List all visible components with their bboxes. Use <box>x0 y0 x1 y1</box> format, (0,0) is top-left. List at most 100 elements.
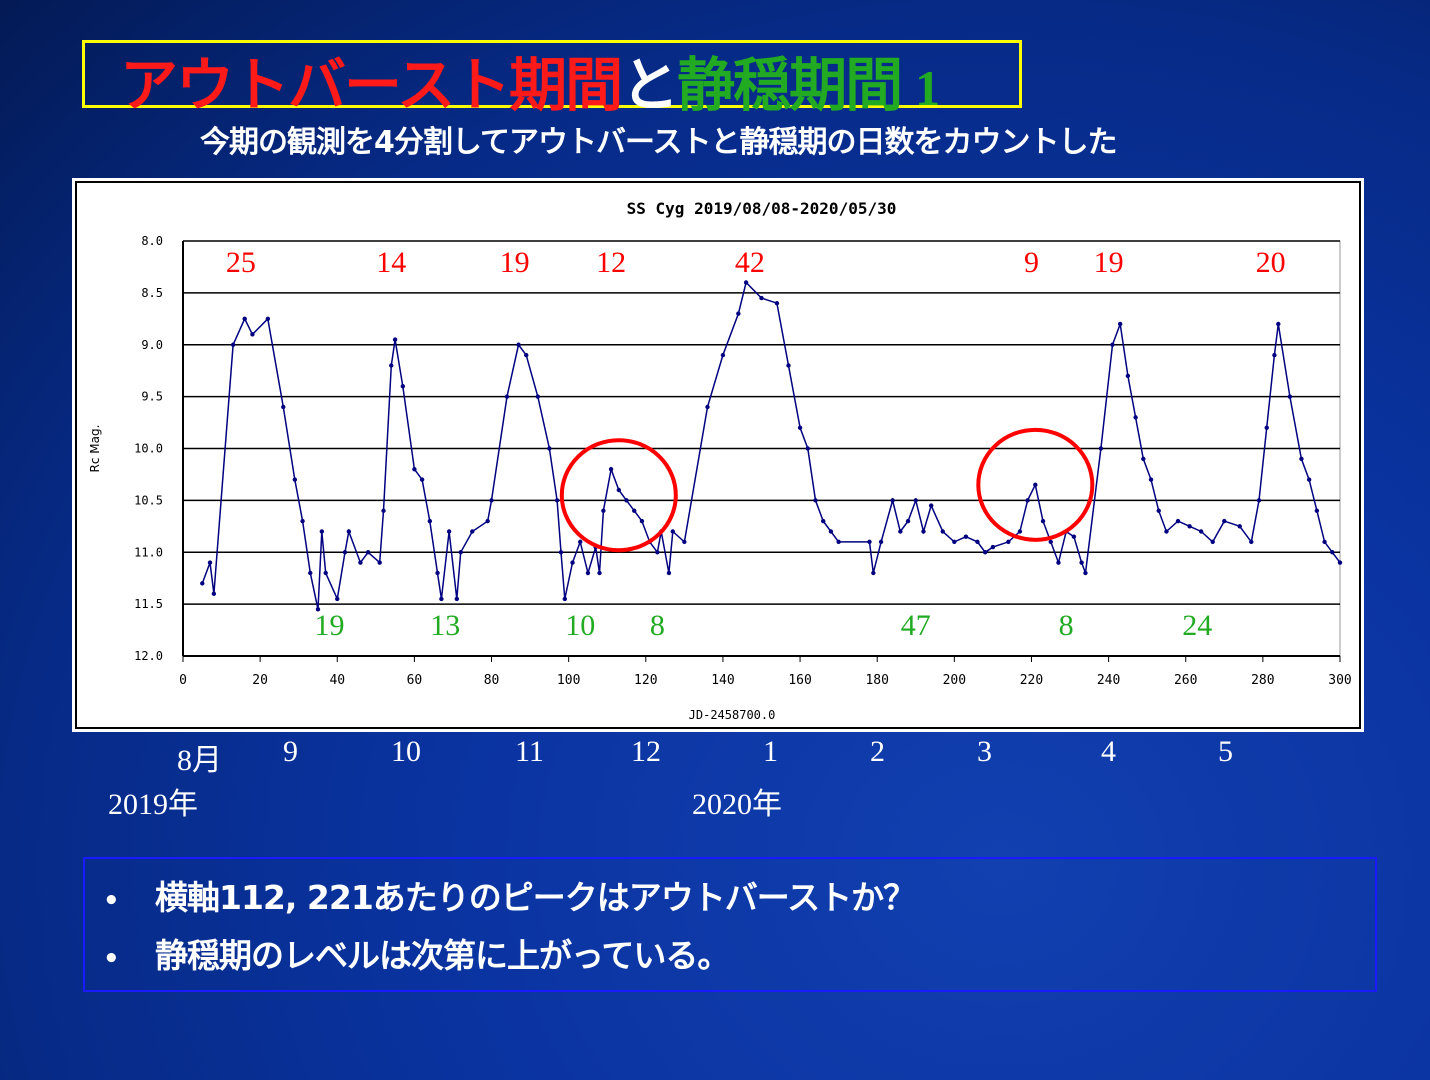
data-point <box>682 539 687 545</box>
data-point <box>489 498 494 503</box>
title-number: 1 <box>915 60 940 116</box>
note-item: • 横軸112, 221あたりのピークはアウトバーストか？ <box>103 871 916 919</box>
data-point <box>1264 425 1269 430</box>
month-label: 10 <box>391 735 421 768</box>
y-tick-label: 11.0 <box>134 545 163 559</box>
data-point <box>335 596 340 602</box>
x-tick-label: 120 <box>634 673 657 688</box>
data-point <box>558 550 564 555</box>
data-point <box>439 596 444 602</box>
data-point <box>1187 524 1192 529</box>
outburst-days-label: 12 <box>596 246 626 279</box>
data-point <box>878 539 884 545</box>
data-point <box>1306 477 1312 482</box>
data-point <box>1125 373 1131 379</box>
data-point <box>1141 456 1146 462</box>
notes-box: • 横軸112, 221あたりのピークはアウトバーストか？ • 静穏期のレベルは次第… <box>83 857 1377 992</box>
data-point <box>211 591 217 596</box>
data-point <box>867 539 872 545</box>
outburst-days-label: 14 <box>376 246 406 279</box>
data-point <box>547 446 552 451</box>
light-curve-line <box>201 281 1341 610</box>
data-point <box>890 498 895 503</box>
month-label: 9 <box>283 735 298 768</box>
data-point <box>342 550 348 555</box>
data-point <box>470 529 475 534</box>
year-label: 2020年 <box>692 788 782 821</box>
data-point <box>928 503 934 508</box>
data-point <box>982 550 988 555</box>
quiescent-days-label: 10 <box>565 609 595 642</box>
data-point <box>597 570 602 576</box>
data-point <box>1299 456 1304 462</box>
data-point <box>578 539 583 545</box>
year-label: 2019年 <box>108 788 198 821</box>
data-point <box>570 560 575 565</box>
data-point <box>1156 508 1161 513</box>
data-point <box>412 467 417 472</box>
x-tick-label: 240 <box>1097 673 1120 688</box>
y-tick-label: 10.5 <box>134 493 163 507</box>
data-point <box>585 570 591 576</box>
data-point <box>323 570 328 576</box>
data-point <box>1017 529 1023 534</box>
highlight-circle <box>976 427 1095 542</box>
data-point <box>504 394 510 399</box>
data-point <box>655 550 660 555</box>
bullet: • <box>103 886 120 916</box>
data-point <box>670 529 675 534</box>
data-point <box>705 404 710 410</box>
data-point <box>400 384 406 389</box>
data-point <box>836 539 841 545</box>
data-point <box>990 544 996 550</box>
data-point <box>921 529 926 534</box>
data-point <box>1110 342 1115 347</box>
data-point <box>759 295 764 301</box>
data-point <box>743 280 749 285</box>
slide-subtitle: 今期の観測を4分割してアウトバーストと静穏期の日数をカウントした <box>200 125 1117 160</box>
data-point <box>632 508 637 513</box>
data-point <box>786 363 791 368</box>
data-point <box>535 394 541 399</box>
data-point <box>485 518 490 524</box>
data-point <box>1040 518 1046 524</box>
data-point <box>1198 529 1204 534</box>
y-tick-label: 12.0 <box>134 649 163 663</box>
data-point <box>1025 498 1030 503</box>
data-point <box>720 352 726 358</box>
data-point <box>516 342 521 347</box>
data-point <box>1287 394 1293 399</box>
month-label: 1 <box>763 735 778 768</box>
data-point <box>898 529 903 534</box>
data-point <box>828 529 834 534</box>
x-tick-label: 20 <box>252 673 268 688</box>
data-point <box>389 363 394 368</box>
data-point <box>871 570 876 576</box>
data-point <box>797 425 803 430</box>
data-point <box>736 311 741 316</box>
x-tick-label: 40 <box>329 673 345 688</box>
outburst-days-label: 19 <box>1094 246 1124 279</box>
note-text: 横軸112, 221あたりのピークはアウトバーストか？ <box>155 878 916 917</box>
month-label: 11 <box>515 735 544 768</box>
data-point <box>1256 498 1262 503</box>
data-point <box>562 596 568 602</box>
title-quiet: 静穏期間 <box>677 51 903 119</box>
data-point <box>458 550 463 555</box>
data-point <box>230 342 236 347</box>
x-tick-label: 300 <box>1328 673 1351 688</box>
x-tick-label: 200 <box>943 673 966 688</box>
x-tick-label: 60 <box>407 673 423 688</box>
data-point <box>554 498 560 503</box>
chart: 8.0 8.5 9.0 9.5 10.0 10.5 11.0 11.5 12.0 0 20 40 60 8… <box>72 178 1364 732</box>
data-point <box>952 539 957 545</box>
data-point <box>1006 539 1011 545</box>
data-point <box>1098 446 1104 451</box>
data-point <box>319 529 325 534</box>
slide-title: アウトバースト期間と静穏期間 1 <box>120 38 940 122</box>
data-point <box>1048 539 1053 545</box>
quiescent-days-label: 8 <box>1059 609 1074 642</box>
y-tick-label: 10.0 <box>134 442 163 456</box>
light-curve-chart: 8.0 8.5 9.0 9.5 10.0 10.5 11.0 11.5 12.0 0 20 40 60 8… <box>75 181 1361 729</box>
data-point <box>200 581 205 586</box>
